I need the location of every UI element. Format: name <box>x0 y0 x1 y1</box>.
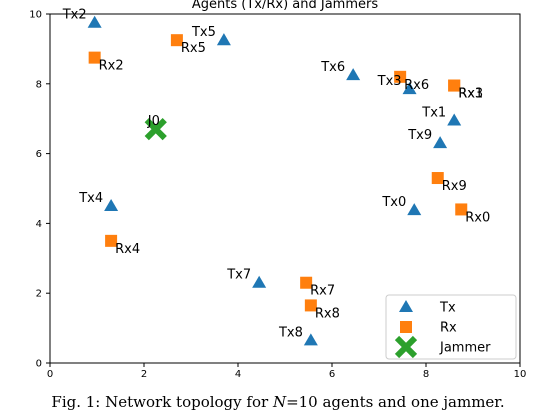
tx-marker-tx1 <box>447 113 462 126</box>
figure-caption: Fig. 1: Network topology for N=10 agents… <box>0 395 556 412</box>
y-tick-label: 8 <box>36 79 42 90</box>
tx-marker-tx5 <box>216 33 231 46</box>
plot-frame <box>49 13 521 364</box>
x-tick-label: 2 <box>141 369 147 380</box>
point-label-rx8: Rx8 <box>315 306 340 321</box>
point-label-tx2: Tx2 <box>62 8 87 23</box>
legend-box <box>385 294 517 360</box>
scatter-chart: Tx0Tx1Tx2Tx3Tx4Tx5Tx6Tx7Tx8Tx9Rx0Rx1Rx2R… <box>29 0 526 380</box>
point-label-rx5: Rx5 <box>181 41 206 56</box>
rx-marker-rx7 <box>300 276 313 289</box>
plot-area <box>87 15 468 346</box>
point-label-rx1: Rx1 <box>458 87 483 102</box>
x-tick-label: 10 <box>514 369 527 380</box>
legend-tx-marker <box>399 300 413 313</box>
rx-marker-rx8 <box>304 299 317 312</box>
legend-tx-label: Tx <box>439 301 456 316</box>
point-label-j0: J0 <box>147 114 160 129</box>
point-label-tx8: Tx8 <box>278 325 303 340</box>
tx-marker-tx3 <box>402 82 417 95</box>
axes: 0 2 4 6 8 10 0 2 4 6 8 10 Agents (Tx/Rx) and Jammers <box>29 0 526 380</box>
legend-jammer-label: Jammer <box>439 341 491 356</box>
legend-jammer-marker <box>394 335 418 359</box>
tx-marker-tx6 <box>346 68 361 81</box>
point-label-tx6: Tx6 <box>320 60 345 75</box>
x-tick-label: 4 <box>235 369 241 380</box>
rx-marker-rx0 <box>455 203 468 216</box>
legend-rx-label: Rx <box>440 321 457 336</box>
x-tick-label: 6 <box>329 369 335 380</box>
rx-marker-rx6 <box>394 70 407 83</box>
point-label-rx6: Rx6 <box>404 78 429 93</box>
caption-suffix: =10 agents and one jammer. <box>286 395 505 411</box>
x-tick-label: 8 <box>423 369 429 380</box>
chart-title: Agents (Tx/Rx) and Jammers <box>192 0 378 12</box>
legend-rx-marker <box>400 321 412 333</box>
rx-marker-rx4 <box>105 234 118 247</box>
tx-marker-tx7 <box>252 275 267 288</box>
rx-marker-rx5 <box>170 34 183 47</box>
x-tick-label: 0 <box>47 369 53 380</box>
point-label-rx0: Rx0 <box>465 210 490 225</box>
jammer-marker-j0 <box>144 118 167 141</box>
y-tick-label: 0 <box>36 359 42 370</box>
caption-prefix: Fig. 1: Network topology for <box>51 395 273 411</box>
point-label-tx3: Tx3 <box>377 74 402 89</box>
tx-marker-tx4 <box>104 198 119 211</box>
point-label-tx5: Tx5 <box>191 25 216 40</box>
y-tick-label: 4 <box>36 219 42 230</box>
point-label-tx4: Tx4 <box>78 191 103 206</box>
caption-math: N <box>272 395 287 411</box>
y-tick-label: 6 <box>36 149 42 160</box>
rx-marker-rx3 <box>448 79 461 92</box>
point-label-rx2: Rx2 <box>99 59 124 74</box>
point-labels: Tx0 Tx1 Tx2 Tx3 Tx4 Tx5 Tx6 Tx7 Tx8 Tx9 Rx0 Rx1 Rx2 R… <box>62 8 491 341</box>
y-tick-label: 2 <box>36 289 42 300</box>
point-label-rx7: Rx7 <box>310 284 335 299</box>
rx-marker-rx9 <box>431 172 444 185</box>
tx-marker-tx0 <box>407 203 422 216</box>
point-label-tx9: Tx9 <box>407 128 432 143</box>
legend: Tx Rx Jammer <box>385 294 517 360</box>
point-label-rx9: Rx9 <box>442 179 467 194</box>
point-label-rx3: Rx3 <box>458 87 483 102</box>
point-label-tx7: Tx7 <box>226 268 251 283</box>
rx-marker-rx2 <box>88 51 101 64</box>
tx-marker-tx8 <box>303 333 318 346</box>
point-label-tx1: Tx1 <box>421 105 446 120</box>
tx-marker-tx9 <box>433 136 448 149</box>
y-tick-label: 10 <box>29 10 42 21</box>
point-label-rx4: Rx4 <box>115 242 140 257</box>
point-label-tx0: Tx0 <box>381 195 406 210</box>
tx-marker-tx2 <box>87 15 102 28</box>
